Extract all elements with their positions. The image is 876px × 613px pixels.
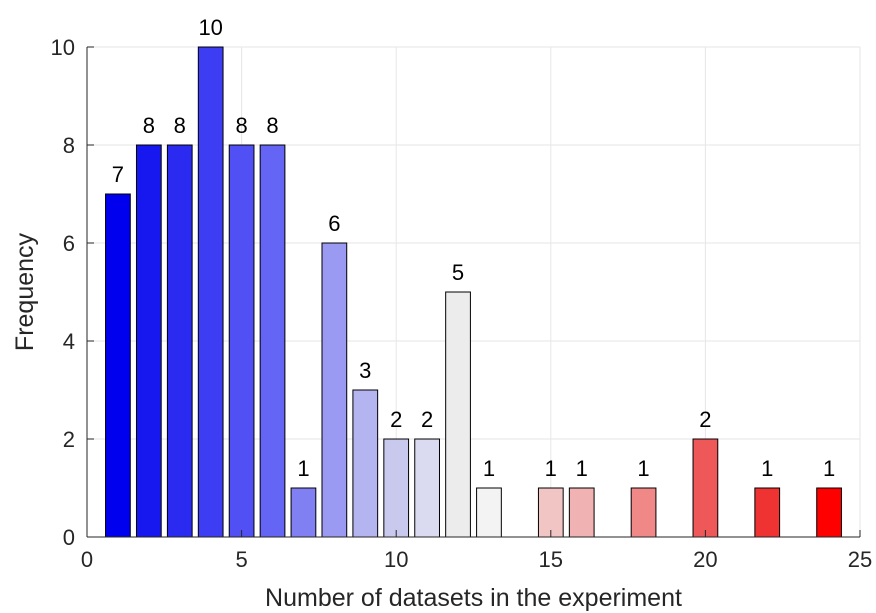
bar-value-label-2: 8 [174, 113, 186, 138]
bar-4 [228, 144, 255, 538]
bar-14 [568, 487, 595, 538]
y-tick-label-5: 10 [51, 35, 75, 60]
bar-value-label-5: 8 [266, 113, 278, 138]
bar-value-label-12: 1 [483, 456, 495, 481]
y-tick-label-4: 8 [63, 133, 75, 158]
bars [105, 46, 842, 538]
bar-value-label-10: 2 [421, 407, 433, 432]
bar-value-label-14: 1 [576, 456, 588, 481]
bar-value-label-7: 6 [328, 211, 340, 236]
x-tick-label-1: 5 [235, 547, 247, 572]
bar-value-label-15: 1 [637, 456, 649, 481]
bar-value-label-6: 1 [297, 456, 309, 481]
bar-8 [352, 389, 379, 538]
bar-value-label-0: 7 [112, 162, 124, 187]
bar-1 [135, 144, 162, 538]
bar-value-label-4: 8 [235, 113, 247, 138]
bar-value-label-3: 10 [198, 15, 222, 40]
x-tick-label-3: 15 [539, 547, 563, 572]
bar-9 [383, 438, 410, 538]
bar-12 [476, 487, 502, 538]
bar-value-label-18: 1 [823, 456, 835, 481]
bar-3 [197, 46, 224, 538]
x-tick-label-5: 25 [848, 547, 872, 572]
bar-value-label-1: 8 [143, 113, 155, 138]
bar-5 [259, 144, 286, 538]
bar-7 [321, 242, 348, 538]
x-tick-label-0: 0 [81, 547, 93, 572]
y-tick-label-0: 0 [63, 525, 75, 550]
y-tick-label-1: 2 [63, 427, 75, 452]
bar-value-label-16: 2 [699, 407, 711, 432]
bar-value-label-8: 3 [359, 358, 371, 383]
bar-11 [445, 291, 471, 538]
bar-value-label-9: 2 [390, 407, 402, 432]
bar-13 [537, 487, 564, 538]
bar-value-label-13: 1 [545, 456, 557, 481]
bar-15 [630, 487, 657, 538]
x-tick-label-4: 20 [693, 547, 717, 572]
y-tick-label-2: 4 [63, 329, 75, 354]
x-tick-label-2: 10 [384, 547, 408, 572]
y-tick-label-3: 6 [63, 231, 75, 256]
bar-value-label-17: 1 [761, 456, 773, 481]
bar-17 [754, 487, 781, 538]
bar-value-label-11: 5 [452, 260, 464, 285]
bar-2 [166, 144, 193, 538]
bar-6 [290, 487, 317, 538]
x-axis-label: Number of datasets in the experiment [265, 584, 682, 612]
bar-0 [105, 193, 131, 538]
bar-16 [692, 438, 719, 538]
y-axis-label: Frequency [11, 232, 39, 351]
bar-10 [414, 438, 440, 538]
bar-18 [816, 487, 842, 538]
